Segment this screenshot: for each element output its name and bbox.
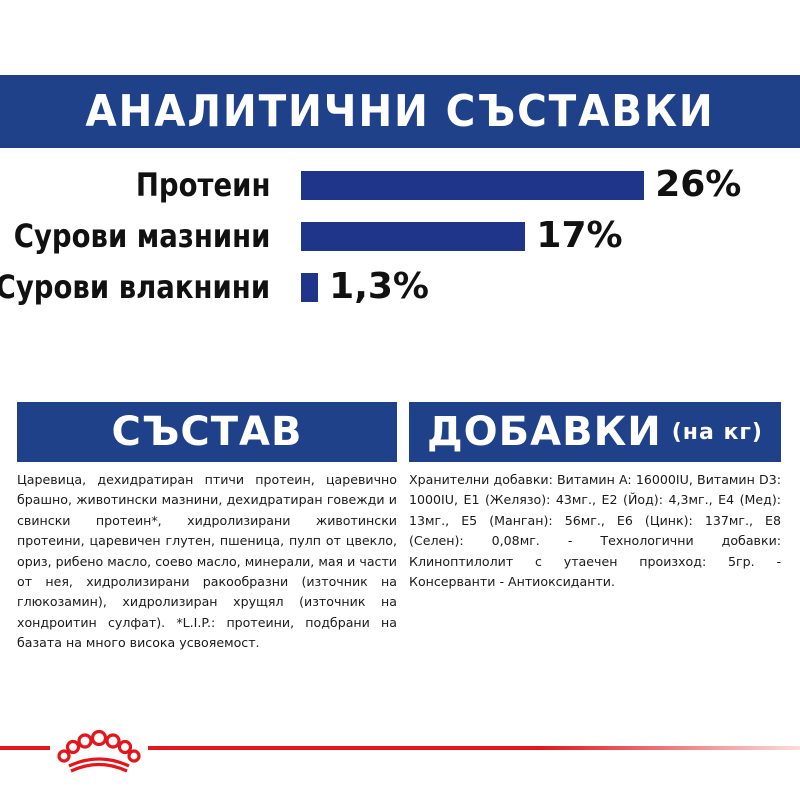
footer-line-left [0, 746, 50, 750]
additives-title: ДОБАВКИ [427, 409, 662, 455]
composition-title: СЪСТАВ [111, 409, 303, 455]
royal-canin-crown-icon [57, 729, 141, 773]
footer-line-right [148, 746, 800, 750]
row-label: Сурови мазнини [13, 217, 270, 255]
composition-header: СЪСТАВ [17, 402, 397, 462]
row-label: Сурови влакнини [0, 268, 270, 306]
row-bar [301, 171, 645, 200]
row-value: 26% [655, 164, 742, 205]
additives-title-suffix: (на кг) [671, 419, 763, 445]
analytics-chart: Протеин 26% Сурови мазнини 17% Сурови вл… [0, 160, 800, 310]
row-bar [301, 222, 526, 251]
row-label: Протеин [135, 166, 270, 204]
composition-text: Царевица, дехидратиран птичи протеин, ца… [17, 472, 397, 651]
composition-panel: СЪСТАВ Царевица, дехидратиран птичи прот… [17, 402, 397, 654]
additives-text: Хранителни добавки: Витамин A: 16000IU, … [409, 472, 781, 590]
analytics-title: АНАЛИТИЧНИ СЪСТАВКИ [85, 86, 715, 137]
row-value: 17% [536, 215, 623, 256]
row-value: 1,3% [329, 266, 429, 307]
row-bar [301, 273, 319, 302]
analytics-banner: АНАЛИТИЧНИ СЪСТАВКИ [0, 75, 800, 148]
additives-header: ДОБАВКИ (на кг) [409, 402, 781, 462]
analytics-row-protein: Протеин 26% [0, 160, 800, 210]
additives-panel: ДОБАВКИ (на кг) Хранителни добавки: Вита… [409, 402, 781, 592]
analytics-row-fiber: Сурови влакнини 1,3% [0, 262, 800, 312]
analytics-row-fat: Сурови мазнини 17% [0, 211, 800, 261]
